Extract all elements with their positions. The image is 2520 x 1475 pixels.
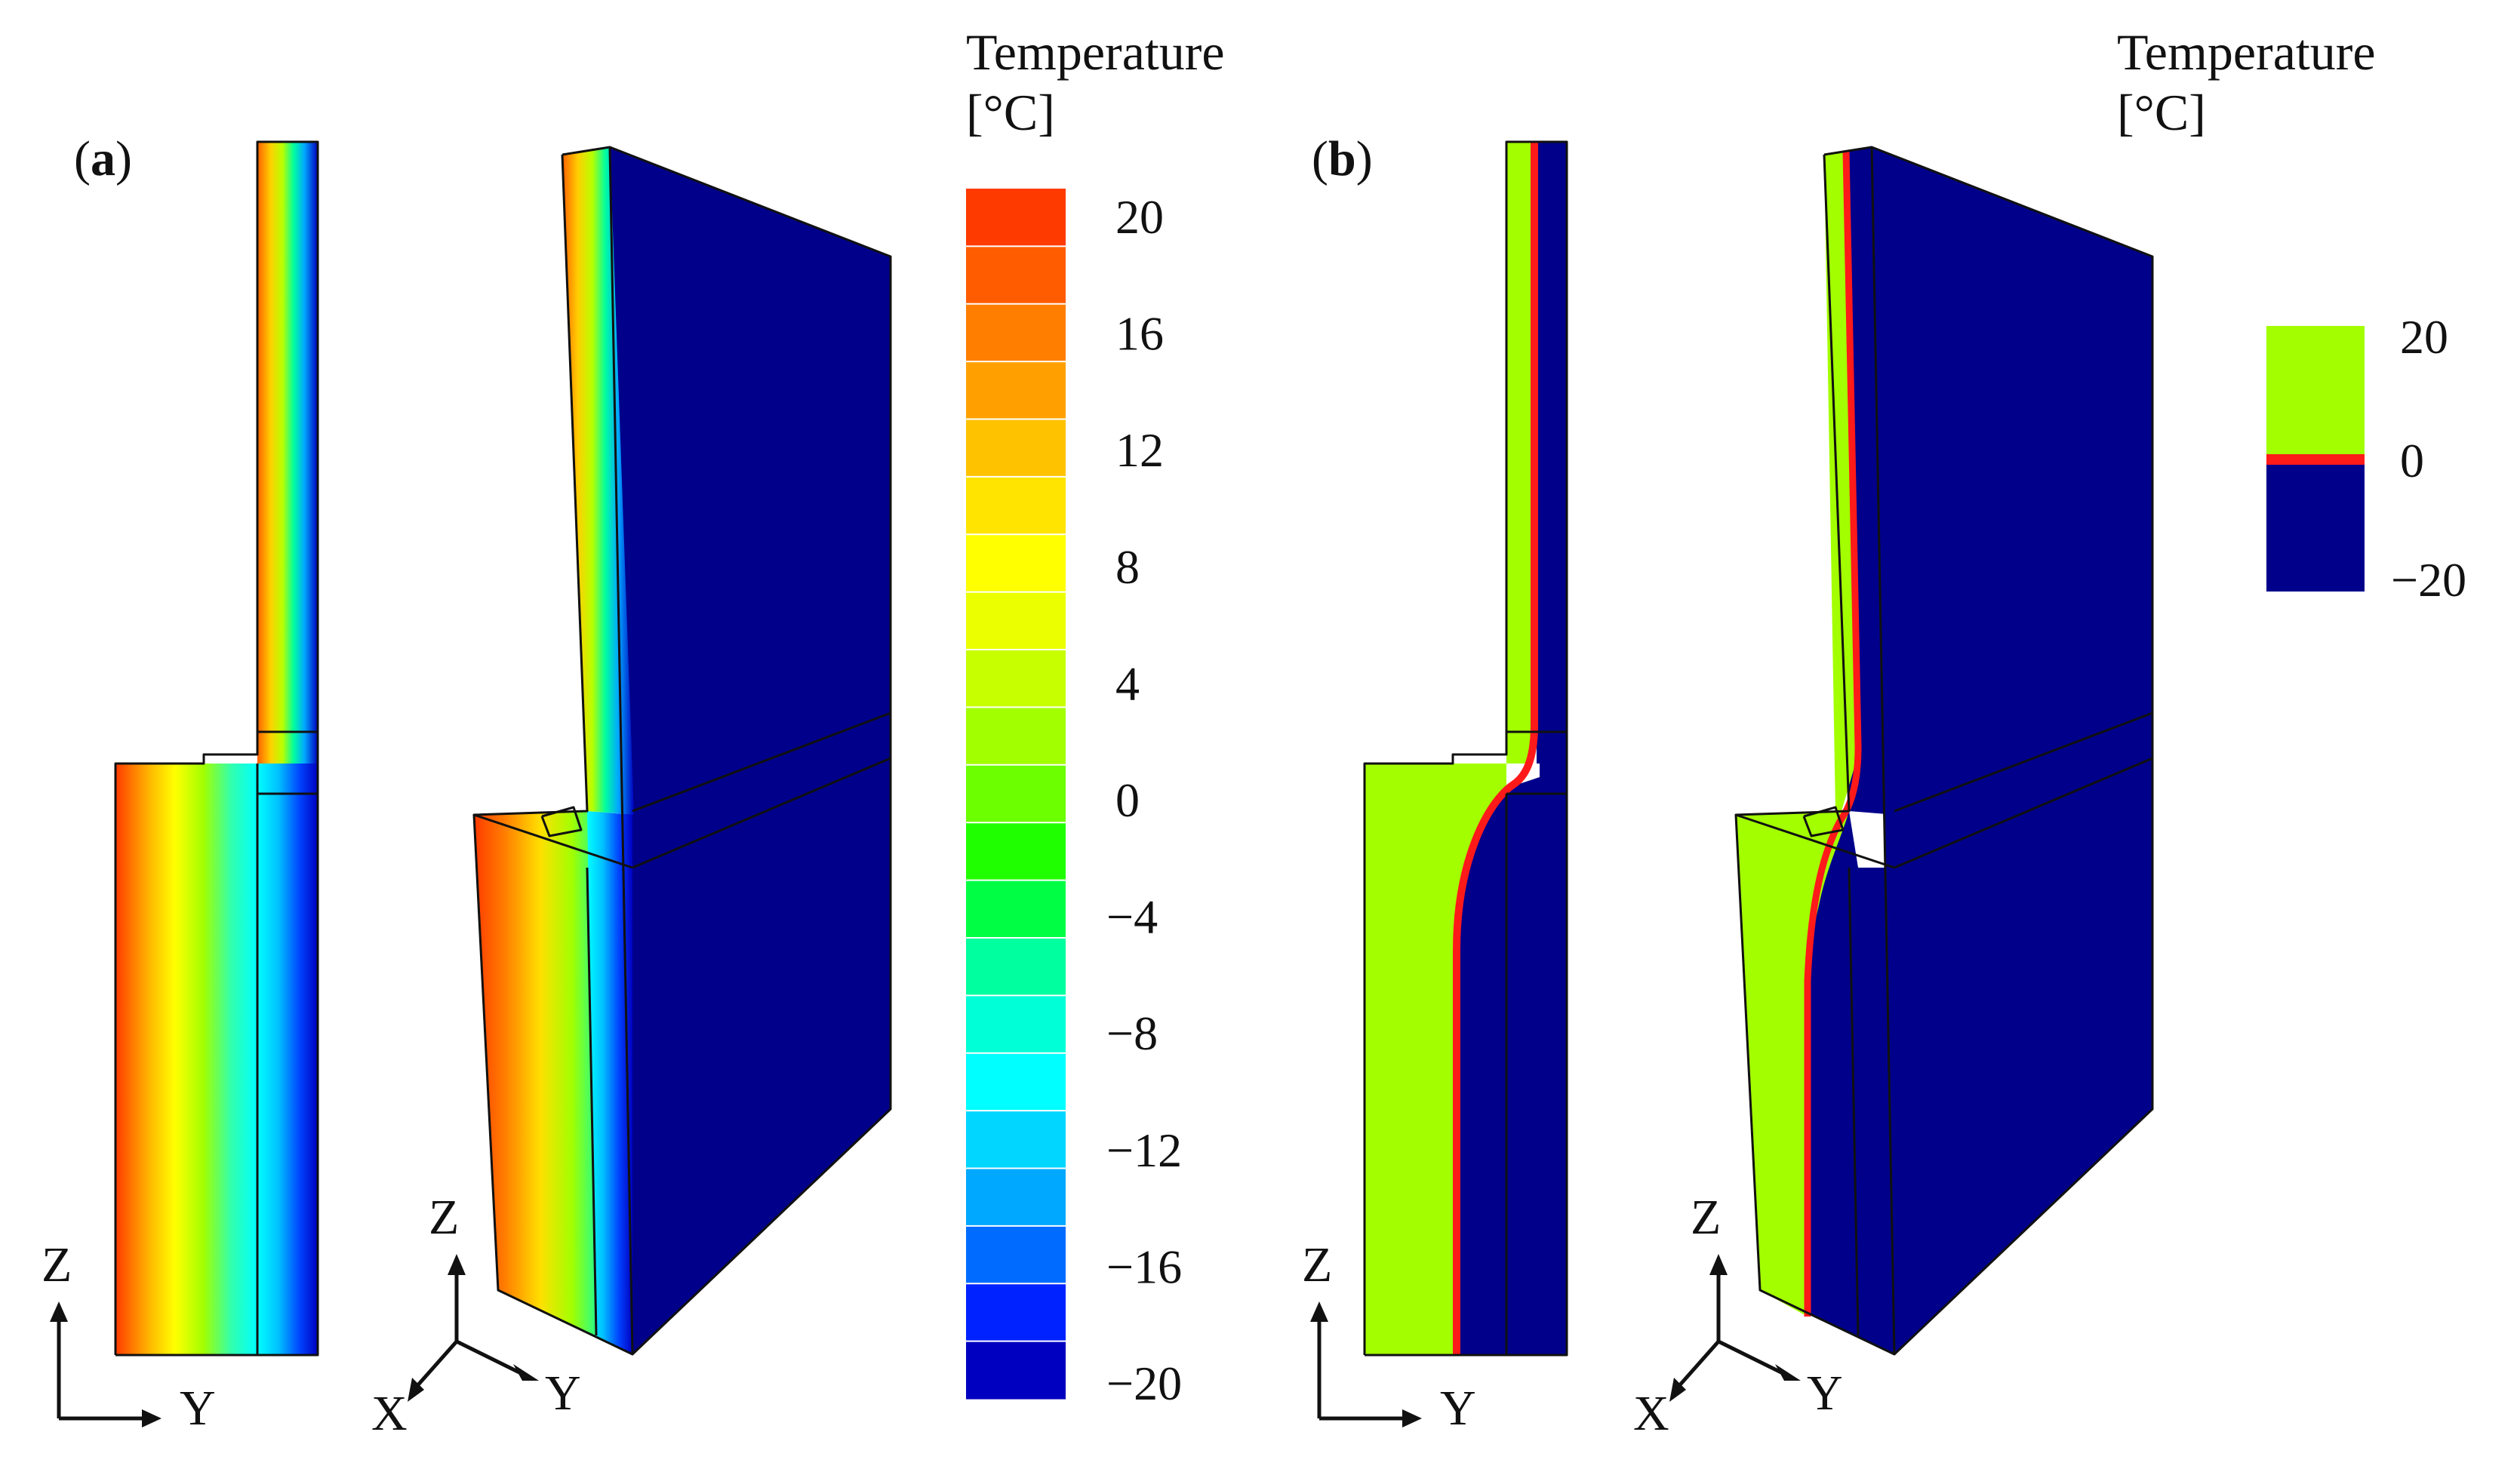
legend-a-band xyxy=(966,707,1066,766)
legend-a-band xyxy=(966,937,1066,996)
axis3d-z-label: Z xyxy=(429,1190,459,1245)
axis-z-label: Z xyxy=(42,1237,72,1292)
legend-a-tick-label: −8 xyxy=(1106,1006,1158,1060)
slab-top-edge xyxy=(473,813,633,869)
legend-a-colorbar xyxy=(966,189,1066,1400)
panel-b: (b) xyxy=(1302,23,2466,1441)
joint-b-upper-3d xyxy=(1894,711,2153,813)
legend-b-title-line1: Temperature xyxy=(2117,23,2376,81)
layer-divider-3d xyxy=(586,867,598,1336)
legend-a-band xyxy=(966,764,1066,823)
legend-a-tick-label: −12 xyxy=(1106,1123,1182,1177)
legend-b-title-line2: [°C] xyxy=(2117,84,2206,141)
block-b-front-edge xyxy=(1870,146,1896,1355)
legend-a-band xyxy=(966,303,1066,362)
legend-a-band xyxy=(966,995,1066,1054)
legend-a-tick-label: 20 xyxy=(1115,190,1164,244)
section-2d-gradient xyxy=(114,140,319,1357)
slab-b-top-edge xyxy=(1735,813,1895,869)
legend-a-band xyxy=(966,361,1066,420)
legend-a-band xyxy=(966,1111,1066,1169)
axes-3d-b: Z X Y xyxy=(1633,1190,1843,1441)
legend-a-tick-label: 16 xyxy=(1115,307,1164,361)
panel-a-label: (a) xyxy=(74,131,132,186)
legend-a-tick-label: 8 xyxy=(1115,540,1140,594)
legend-a-band xyxy=(966,1168,1066,1227)
joint-b-lower-3d xyxy=(1894,757,2153,869)
block-3d-gradient xyxy=(472,146,892,1356)
legend-a-band xyxy=(966,476,1066,535)
slab-region xyxy=(115,764,257,1355)
legend-a-band xyxy=(966,880,1066,939)
insulation-cold-region xyxy=(1540,764,1567,1355)
legend-a-ticks: 20 16 12 8 4 0 −4 −8 −12 −16 −20 xyxy=(1106,190,1182,1410)
block-insulation-face xyxy=(587,811,632,1354)
block-side-face xyxy=(610,147,891,1354)
legend-b-tick-2: −20 xyxy=(2391,553,2466,607)
legend-a-band xyxy=(966,1341,1066,1400)
insulation-region xyxy=(257,764,318,1355)
wall-cold-region xyxy=(1537,142,1567,764)
cold-region-lower xyxy=(1457,777,1540,1355)
notch-detail xyxy=(540,806,583,837)
legend-b-tick-1: 0 xyxy=(2400,434,2424,487)
legend-b-isotherm-swatch xyxy=(2266,454,2365,465)
legend-a-band xyxy=(966,1283,1066,1342)
axis3d-y-label-b: Y xyxy=(1807,1366,1843,1421)
axis3d-x-label: X xyxy=(371,1386,408,1441)
block-3d-isotherm xyxy=(1734,146,2154,1356)
legend-a-tick-label: 0 xyxy=(1115,773,1140,827)
legend-a-title-line1: Temperature xyxy=(966,23,1225,81)
notch-detail-b xyxy=(1802,806,1845,837)
block-b-side-face xyxy=(1872,147,2152,1354)
legend-b-warm-swatch xyxy=(2266,326,2365,459)
legend-a-tick-label: 12 xyxy=(1115,423,1164,477)
legend-b-tick-0: 20 xyxy=(2400,310,2448,364)
joint-line-lower-3d xyxy=(632,757,891,869)
axes-2d-b: Z Y xyxy=(1302,1237,1476,1436)
zero-isotherm xyxy=(1453,142,1538,1355)
axis3d-x-label-b: X xyxy=(1633,1386,1669,1441)
block-b-slab-warm xyxy=(1736,811,1849,1317)
axes-3d-a: Z X Y xyxy=(371,1190,581,1441)
legend-a-band xyxy=(966,822,1066,881)
legend-a-band xyxy=(966,650,1066,708)
wall-region xyxy=(257,142,318,764)
legend-a-band xyxy=(966,246,1066,305)
legend-a-band xyxy=(966,534,1066,593)
legend-a-band xyxy=(966,189,1066,247)
axis-z-label-b: Z xyxy=(1302,1237,1332,1292)
legend-a-band xyxy=(966,1052,1066,1111)
axis-y-label: Y xyxy=(180,1381,216,1436)
legend-a-tick-label: −20 xyxy=(1106,1357,1182,1410)
section-outline-b xyxy=(1363,140,1568,1357)
block-wall-face xyxy=(562,147,634,815)
section-2d-isotherm xyxy=(1363,140,1568,1357)
panel-a: (a) xyxy=(42,23,1225,1441)
wall-warm-region xyxy=(1506,142,1532,764)
legend-a-tick-label: −16 xyxy=(1106,1240,1182,1293)
zero-isotherm-3d xyxy=(1804,151,1862,1317)
axis3d-z-label-b: Z xyxy=(1691,1190,1721,1245)
legend-a-title-line2: [°C] xyxy=(966,84,1055,141)
section-outline xyxy=(114,140,319,1357)
legend-b-cold-swatch xyxy=(2266,459,2365,592)
layer-b-divider-3d xyxy=(1848,867,1860,1336)
axes-2d-a: Z Y xyxy=(42,1237,216,1436)
legend-a-band xyxy=(966,419,1066,478)
legend-a-tick-label: 4 xyxy=(1115,656,1140,710)
block-b-wall-warm xyxy=(1824,152,1858,811)
legend-a: Temperature [°C] 20 16 12 8 4 0 −4 −8 −12 −16 −20 xyxy=(966,23,1225,1410)
legend-a-band xyxy=(966,1225,1066,1284)
legend-a-tick-label: −4 xyxy=(1106,890,1158,944)
panel-b-label: (b) xyxy=(1312,131,1373,186)
block-front-edge xyxy=(608,146,634,1355)
joint-line-upper-3d xyxy=(632,711,891,813)
axis-y-label-b: Y xyxy=(1440,1381,1476,1436)
legend-a-band xyxy=(966,592,1066,650)
legend-b: Temperature [°C] 20 0 −20 xyxy=(2117,23,2466,607)
axis3d-y-label: Y xyxy=(545,1366,581,1421)
